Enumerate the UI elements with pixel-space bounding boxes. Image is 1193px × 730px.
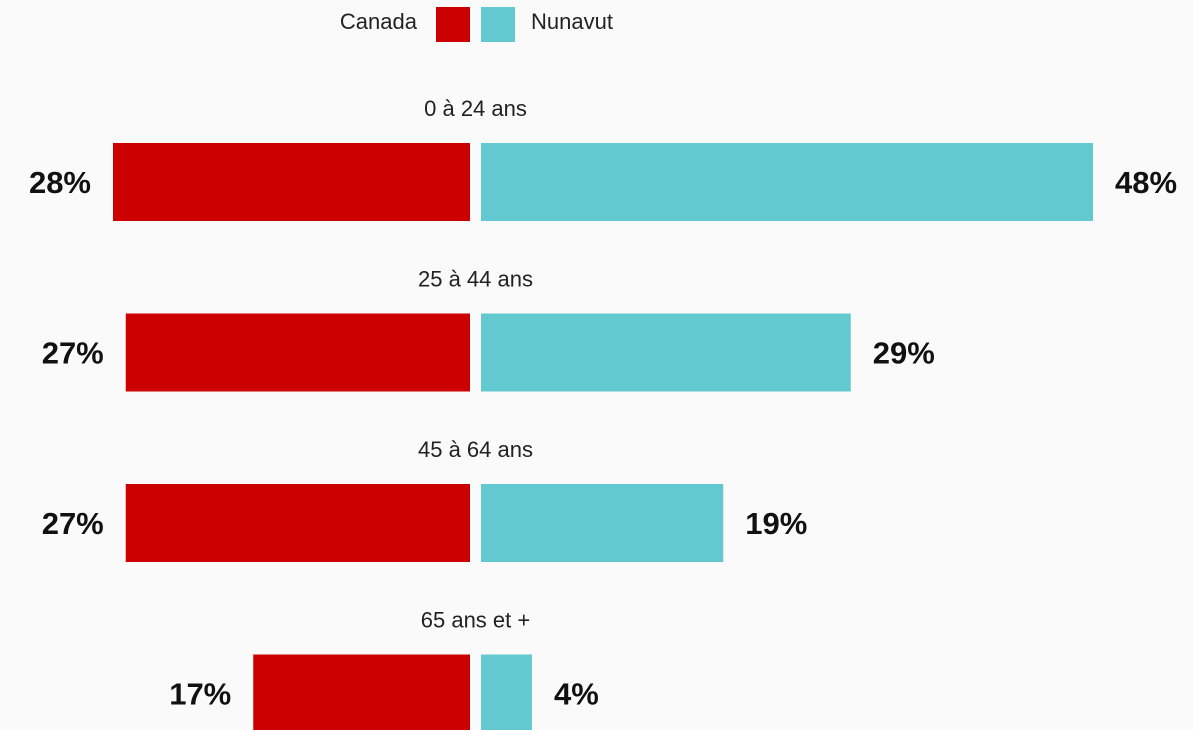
bar-group-25-44-ans: 25 à 44 ans 27% 29% [42,267,935,392]
bar-nunavut [481,484,724,562]
bar-group-0-24-ans: 0 à 24 ans 28% 48% [29,96,1177,221]
legend-swatch-canada [436,7,470,42]
bar-group-65-ans-et: 65 ans et + 17% 4% [169,608,599,730]
bar-canada [125,313,470,392]
bar-group-45-64-ans: 45 à 64 ans 27% 19% [42,437,807,562]
value-label-canada: 27% [42,336,104,371]
bar-canada [125,484,470,562]
category-label: 0 à 24 ans [424,96,527,121]
value-label-nunavut: 4% [554,677,599,712]
value-label-nunavut: 48% [1115,165,1177,200]
bar-nunavut [481,143,1093,221]
value-label-nunavut: 29% [873,336,935,371]
category-label: 65 ans et + [421,608,530,633]
category-label: 25 à 44 ans [418,267,533,292]
category-label: 45 à 64 ans [418,437,533,462]
bar-canada [253,654,470,730]
bar-canada [113,143,470,221]
bar-nunavut [481,313,851,392]
legend: Canada Nunavut [340,7,613,42]
value-label-nunavut: 19% [745,506,807,541]
legend-swatch-nunavut [481,7,515,42]
bar-nunavut [481,654,532,730]
legend-label-nunavut: Nunavut [531,9,613,34]
legend-label-canada: Canada [340,9,418,34]
bar-groups: 0 à 24 ans 28% 48% 25 à 44 ans 27% 29% 45 à 64… [29,96,1177,730]
value-label-canada: 27% [42,506,104,541]
value-label-canada: 17% [169,677,231,712]
value-label-canada: 28% [29,165,91,200]
